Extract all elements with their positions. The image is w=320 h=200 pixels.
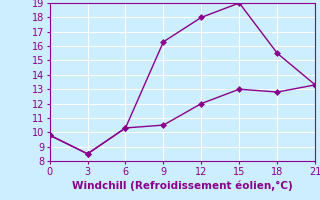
X-axis label: Windchill (Refroidissement éolien,°C): Windchill (Refroidissement éolien,°C) <box>72 181 293 191</box>
